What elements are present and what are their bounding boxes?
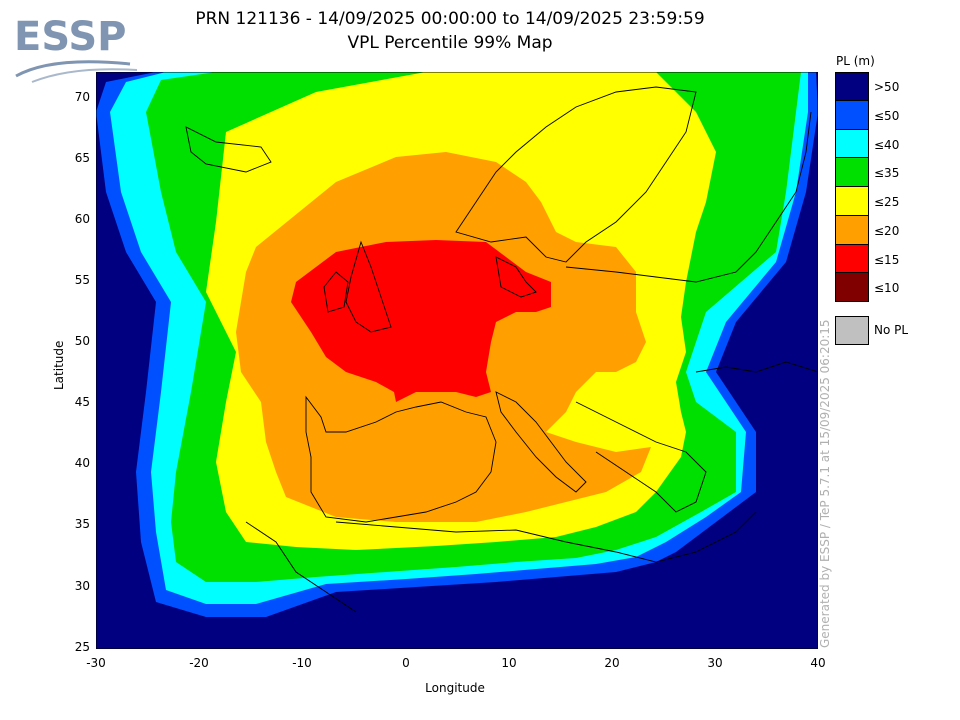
legend-label-no-pl: No PL [874,323,909,337]
zone-le15 [291,240,551,402]
x-tick: -10 [292,656,312,670]
y-tick: 25 [74,640,90,654]
y-tick: 65 [74,151,90,165]
x-tick: 0 [402,656,410,670]
legend-label: ≤10 [874,281,900,296]
y-tick: 55 [74,273,90,287]
x-tick: 10 [501,656,517,670]
legend-label: ≤35 [874,166,900,181]
legend [835,72,869,302]
x-tick: 30 [707,656,723,670]
coastlines [185,86,818,613]
y-axis-title: Latitude [52,340,66,390]
chart-subtitle: VPL Percentile 99% Map [347,33,553,53]
legend-swatch [835,129,869,159]
y-tick: 45 [74,395,90,409]
x-tick: -30 [86,656,106,670]
y-tick: 30 [74,579,90,593]
y-tick: 70 [74,90,90,104]
legend-label: ≤40 [874,137,900,152]
legend-title: PL (m) [836,54,875,68]
y-tick: 40 [74,456,90,470]
legend-swatch [835,72,869,101]
y-tick: 50 [74,334,90,348]
legend-swatch [835,187,869,216]
y-tick: 35 [74,517,90,531]
x-tick: 20 [604,656,620,670]
legend-swatch [835,215,869,245]
legend-swatch [835,100,869,130]
chart-title: PRN 121136 - 14/09/2025 00:00:00 to 14/0… [195,9,705,29]
vpl-map [96,72,818,649]
x-tick: -20 [189,656,209,670]
generated-credit: Generated by ESSP / TeP 5.7.1 at 15/09/2… [818,319,832,648]
legend-label: ≤20 [874,223,900,238]
legend-swatch [835,244,869,274]
legend-label: ≤50 [874,108,900,123]
logo-text: ESSP [14,14,126,60]
legend-swatch [835,273,869,302]
essp-logo: ESSP [14,14,138,83]
legend-label: ≤25 [874,195,900,209]
legend-label: ≤15 [874,252,900,267]
x-tick: 40 [810,656,826,670]
legend-swatch-no-pl [835,316,869,345]
legend-label: >50 [874,80,900,94]
x-axis-title: Longitude [425,681,485,695]
legend-swatch [835,158,869,187]
y-tick: 60 [74,212,90,226]
